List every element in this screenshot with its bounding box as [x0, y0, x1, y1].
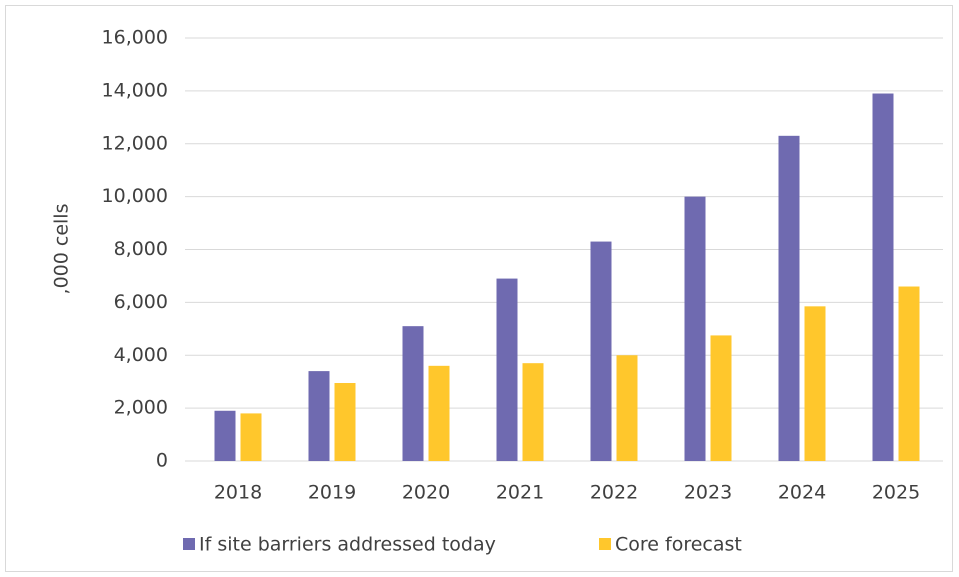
x-tick-label: 2023	[684, 482, 732, 504]
bar	[522, 363, 544, 461]
y-tick-label: 14,000	[102, 79, 168, 101]
legend-label: If site barriers addressed today	[199, 534, 496, 556]
y-tick-label: 6,000	[114, 291, 168, 313]
x-tick-label: 2021	[496, 482, 544, 504]
bar	[616, 355, 638, 461]
bar	[684, 196, 706, 461]
x-tick-label: 2025	[872, 482, 920, 504]
bar	[590, 241, 612, 461]
legend-swatch	[599, 538, 611, 550]
bar	[898, 286, 920, 461]
x-tick-label: 2019	[308, 482, 356, 504]
x-tick-label: 2024	[778, 482, 826, 504]
legend-label: Core forecast	[615, 534, 742, 556]
y-tick-label: 4,000	[114, 344, 168, 366]
legend-swatch	[183, 538, 195, 550]
x-tick-label: 2022	[590, 482, 638, 504]
x-tick-label: 2020	[402, 482, 450, 504]
bar	[872, 93, 894, 462]
bar	[334, 383, 356, 461]
bar	[402, 326, 424, 461]
y-tick-label: 8,000	[114, 238, 168, 260]
y-axis-label: ,000 cells	[51, 204, 73, 295]
y-tick-label: 16,000	[102, 27, 168, 49]
bar	[308, 371, 330, 461]
y-tick-label: 10,000	[102, 185, 168, 207]
bar	[778, 135, 800, 461]
bar	[214, 410, 236, 461]
bar	[240, 413, 262, 461]
y-tick-label: 12,000	[102, 132, 168, 154]
y-tick-label: 2,000	[114, 397, 168, 419]
bar	[710, 335, 732, 461]
x-tick-label: 2018	[214, 482, 262, 504]
y-tick-label: 0	[156, 450, 168, 472]
bar	[804, 306, 826, 461]
bar	[496, 278, 518, 461]
bar	[428, 365, 450, 461]
